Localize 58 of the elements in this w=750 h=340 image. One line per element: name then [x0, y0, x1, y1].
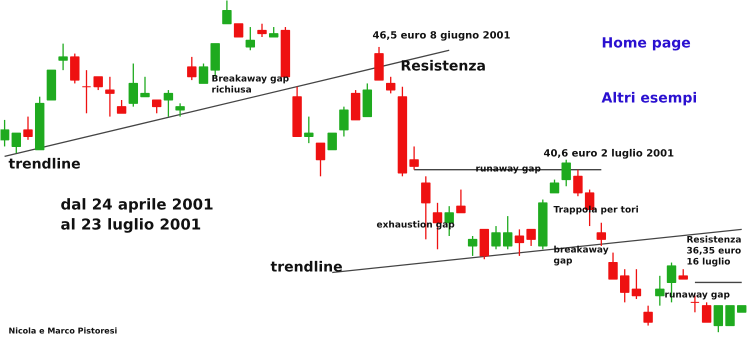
candlestick — [105, 76, 115, 118]
candlestick — [573, 169, 583, 197]
candlestick — [93, 76, 103, 91]
candlestick — [386, 76, 396, 94]
candlestick — [339, 106, 349, 138]
candlestick — [526, 228, 536, 247]
candlestick — [82, 70, 92, 114]
candlestick — [468, 235, 478, 257]
candlestick — [702, 302, 712, 323]
annotation: Resistenza 36,35 euro 16 luglio — [686, 236, 742, 268]
candlestick — [714, 305, 724, 333]
candlestick — [550, 178, 560, 194]
candlestick — [58, 42, 68, 71]
candlestick — [456, 188, 466, 214]
candlestick — [70, 52, 80, 84]
candlestick — [175, 102, 185, 118]
candlestick — [234, 23, 244, 38]
candlestick — [140, 76, 150, 98]
candlestick — [187, 56, 197, 81]
candlestick — [198, 62, 208, 84]
annotation: Nicola e Marco Pistoresi — [8, 326, 118, 336]
candlestick — [152, 99, 162, 114]
candlestick — [128, 62, 138, 108]
candlestick — [632, 268, 642, 300]
annotation: 40,6 euro 2 luglio 2001 — [544, 148, 674, 160]
annotation: dal 24 aprile 2001 al 23 luglio 2001 — [60, 196, 214, 234]
candlestick — [164, 89, 174, 118]
annotation: breakaway gap — [554, 246, 609, 266]
candlestick — [246, 26, 256, 51]
candlestick — [222, 0, 232, 24]
candlestick — [409, 146, 419, 170]
candlestick — [643, 305, 653, 326]
candlestick — [514, 228, 524, 257]
annotation: Altri esempi — [602, 90, 698, 106]
annotation: trendline — [270, 260, 343, 276]
candlestick — [596, 222, 606, 247]
candlestick — [608, 252, 618, 280]
candlestick — [0, 119, 10, 148]
candlestick — [12, 132, 22, 154]
candlestick — [116, 99, 126, 114]
candlestick — [257, 23, 267, 38]
candlestick — [268, 26, 278, 38]
candlestick — [491, 225, 501, 250]
candlestick — [316, 142, 326, 177]
candlestick — [562, 159, 571, 187]
candlestick — [23, 116, 33, 140]
annotation: 46,5 euro 8 giugno 2001 — [372, 30, 510, 42]
annotation: Resistenza — [400, 58, 486, 74]
candlestick — [725, 305, 735, 326]
annotation: Breakaway gap richiusa — [212, 74, 290, 96]
candlestick — [678, 268, 688, 280]
annotation: trendline — [8, 156, 81, 172]
candlestick — [327, 132, 337, 150]
candlestick — [304, 116, 314, 144]
candlestick — [503, 215, 512, 250]
candlestick — [620, 268, 630, 304]
annotation: Home page — [602, 36, 691, 52]
candlestick — [655, 275, 665, 306]
